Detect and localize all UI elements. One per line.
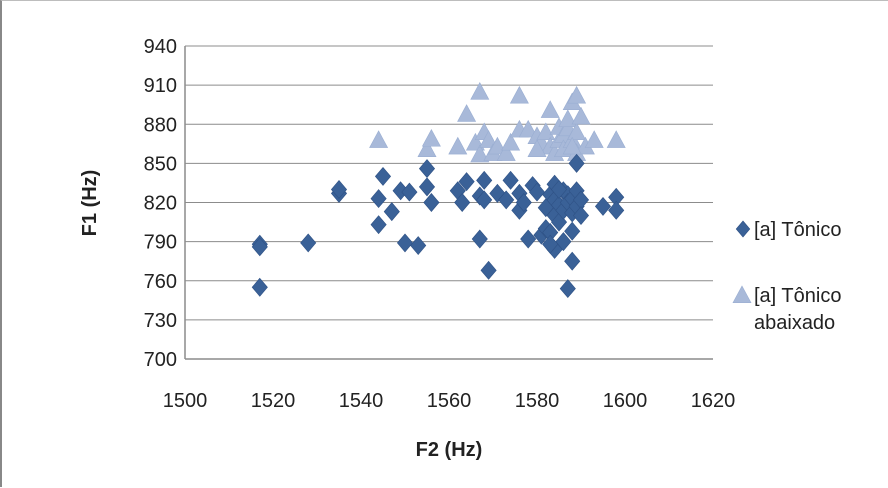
- y-tick-label: 880: [144, 114, 177, 136]
- y-tick-labels: 940 910 880 850 820 790 760 730 700: [144, 36, 177, 371]
- point-tonico: [555, 232, 572, 252]
- point-tonico: [559, 279, 576, 299]
- point-tonico: [458, 172, 475, 192]
- data-points: [251, 82, 626, 299]
- point-tonico: [251, 237, 268, 257]
- y-tick-label: 940: [144, 36, 177, 58]
- x-tick-label: 1580: [515, 390, 560, 412]
- y-tick-label: 850: [144, 153, 177, 175]
- point-tonico: [528, 182, 546, 202]
- point-tonico: [564, 221, 581, 241]
- point-tonico-abaixado: [606, 130, 626, 148]
- point-tonico-abaixado: [448, 136, 468, 155]
- point-tonico-abaixado: [496, 143, 516, 161]
- x-tick-label: 1620: [691, 390, 736, 412]
- point-tonico-abaixado: [558, 109, 578, 127]
- y-tick-label: 820: [144, 193, 177, 215]
- point-tonico: [370, 215, 387, 235]
- axes: [184, 46, 713, 360]
- legend-label-tonico-abaixado: [a] Tônico abaixado: [754, 285, 841, 334]
- point-tonico-abaixado: [457, 104, 477, 122]
- x-axis-title: F2 (Hz): [416, 439, 483, 461]
- y-tick-label: 790: [144, 232, 177, 254]
- point-tonico-abaixado: [421, 128, 441, 147]
- x-tick-label: 1520: [251, 390, 296, 412]
- legend-marker-tonico: [735, 220, 751, 238]
- x-tick-label: 1540: [339, 390, 384, 412]
- point-tonico-abaixado: [501, 132, 521, 151]
- point-tonico: [594, 196, 612, 216]
- legend: [a] Tônico [a] Tônico abaixado: [732, 219, 841, 334]
- point-tonico: [330, 179, 348, 199]
- point-tonico-abaixado: [527, 139, 547, 157]
- point-tonico: [401, 182, 418, 202]
- point-tonico-abaixado: [470, 82, 490, 100]
- x-tick-labels: 1500 1520 1540 1560 1580 1600 1620: [163, 390, 736, 412]
- gridlines: [185, 45, 713, 321]
- y-tick-label: 730: [144, 310, 177, 332]
- point-tonico: [423, 193, 440, 212]
- point-tonico-abaixado: [479, 130, 499, 148]
- point-tonico: [608, 200, 625, 220]
- x-tick-label: 1600: [603, 390, 648, 412]
- point-tonico: [471, 229, 488, 249]
- point-tonico: [370, 189, 387, 209]
- point-tonico-abaixado: [536, 122, 556, 141]
- x-tick-label: 1500: [163, 390, 208, 412]
- point-tonico-abaixado: [369, 130, 389, 148]
- point-tonico: [454, 193, 471, 212]
- point-tonico: [418, 177, 436, 197]
- point-tonico: [542, 234, 559, 254]
- point-tonico: [251, 277, 268, 297]
- point-tonico: [568, 153, 585, 173]
- legend-marker-tonico-abaixado: [732, 285, 752, 303]
- point-tonico-abaixado: [571, 106, 591, 125]
- point-tonico-abaixado: [518, 119, 538, 138]
- y-tick-label: 760: [144, 271, 177, 293]
- point-tonico: [396, 233, 414, 253]
- point-tonico-abaixado: [470, 144, 490, 163]
- point-tonico-abaixado: [509, 85, 529, 104]
- point-tonico-abaixado: [567, 85, 587, 104]
- point-tonico: [418, 159, 436, 179]
- point-tonico: [498, 190, 515, 210]
- point-tonico: [410, 236, 427, 256]
- point-tonico-abaixado: [584, 130, 604, 148]
- y-tick-label: 700: [144, 349, 177, 371]
- point-tonico: [502, 170, 519, 190]
- point-tonico: [520, 229, 537, 249]
- point-tonico-abaixado: [567, 122, 587, 141]
- y-tick-label: 910: [144, 75, 177, 97]
- point-tonico: [476, 190, 493, 210]
- y-axis-title: F1 (Hz): [79, 170, 101, 237]
- point-tonico: [515, 193, 532, 212]
- point-tonico-abaixado: [417, 139, 437, 157]
- point-tonico: [374, 166, 392, 186]
- point-tonico: [300, 233, 317, 253]
- x-tick-label: 1560: [427, 390, 472, 412]
- point-tonico: [572, 206, 590, 226]
- point-tonico: [480, 260, 497, 280]
- point-tonico: [383, 202, 400, 222]
- legend-label-tonico: [a] Tônico: [754, 219, 841, 241]
- point-tonico-abaixado: [540, 100, 560, 118]
- point-tonico: [550, 179, 568, 199]
- point-tonico: [476, 170, 493, 190]
- point-tonico: [564, 251, 581, 271]
- point-tonico-abaixado: [562, 136, 582, 155]
